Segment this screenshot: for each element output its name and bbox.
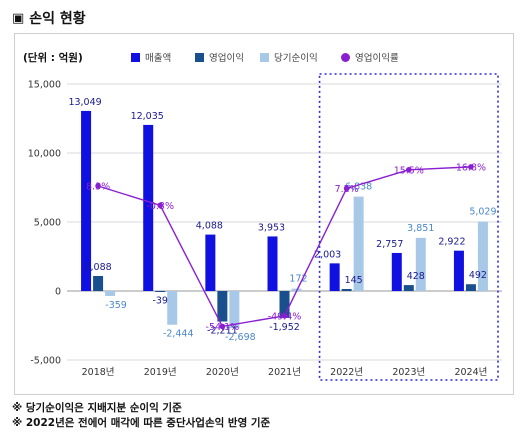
bar [205,234,216,291]
x-tick-label: 2023년 [392,367,425,378]
bar-value-label: -2,698 [225,332,256,343]
margin-point [157,202,164,209]
bar-value-label: -1,952 [269,322,300,333]
bar [341,288,352,291]
y-tick-label: 15,000 [28,80,61,91]
bar [353,196,364,291]
margin-value-label: 7.2% [335,184,359,195]
bar-value-label: 6,838 [345,182,372,193]
square-marker-icon: ▣ [12,10,25,26]
bar-value-label: 3,851 [407,223,434,234]
margin-point [95,183,101,189]
profit-loss-chart: 15,000 10,000 5,000 0 -5,000 2018년 2019년 2020년 2… [23,51,502,381]
bar-value-label: -39 [152,296,168,307]
bar [81,110,92,291]
bar [167,291,178,325]
margin-value-label: 8.3% [86,182,110,193]
x-tick-label: 2020년 [206,367,239,378]
bar-value-label: 5,029 [469,207,496,218]
legend-label: 당기순이익 [274,52,318,64]
bar [391,252,402,291]
legend-label: 영업이익률 [355,52,399,64]
legend-swatch [341,53,350,62]
bar [279,291,290,318]
bar [453,250,464,291]
chart-panel: 15,000 10,000 5,000 0 -5,000 2018년 2019년 2020년 2… [14,33,514,395]
bar [329,263,340,291]
bar-value-label: 172 [289,274,307,285]
x-tick-label: 2019년 [144,367,177,378]
bar [93,275,104,291]
bar-value-label: 13,049 [68,97,101,108]
bar [143,124,154,292]
bar-value-label: 145 [345,275,363,286]
y-tick-label: -5,000 [30,356,61,367]
footnote-net-income: ※ 당기순이익은 지배지분 순이익 기준 [12,402,182,414]
x-tick-label: 2021년 [268,367,301,378]
bar [217,291,228,322]
bar-value-label: 12,035 [131,111,164,122]
bar [267,236,278,291]
legend-swatch [195,53,204,62]
bar-value-label: 492 [469,270,487,281]
margin-value-label: -0.3% [146,201,174,212]
legend-swatch [131,53,140,62]
x-tick-label: 2022년 [330,367,363,378]
margin-value-label: -49.4% [268,311,302,322]
margin-value-label: 16.8% [456,162,486,173]
bar [229,291,240,329]
bar [403,285,414,291]
legend-label: 영업이익 [209,52,244,64]
legend-label: 매출액 [145,52,171,64]
x-tick-label: 2024년 [454,367,487,378]
bar [105,291,116,296]
bar-value-label: 428 [407,271,425,282]
unit-label: (단위 : 억원) [23,51,83,64]
bar [415,237,426,291]
bar-value-label: 4,088 [196,221,223,232]
bar [155,291,166,292]
margin-value-label: -54.1% [206,322,240,333]
margin-value-label: 15.5% [394,165,424,176]
bar-value-label: -359 [105,300,127,311]
bar-value-label: 2,922 [438,237,465,248]
bar [465,284,476,291]
margin-point [281,313,288,319]
section-title: 손익 현황 [29,11,86,27]
section-heading: ▣ 손익 현황 [12,8,86,28]
margin-point [405,167,412,173]
y-tick-label: 5,000 [34,218,61,229]
margin-point [219,323,226,330]
highlight-box [318,73,499,381]
bar-value-label: 2,757 [376,239,403,250]
y-tick-label: 0 [55,287,61,298]
bar-value-label: 3,953 [258,222,285,233]
margin-point [343,185,350,192]
bar [477,221,488,291]
margin-point [468,164,474,170]
footnote-discontinued-ops: ※ 2022년은 전에어 매각에 따른 중단사업손익 반영 기준 [12,417,271,429]
x-tick-label: 2018년 [82,367,115,378]
bar-value-label: 2,003 [314,249,341,260]
bar-value-label: -2,211 [207,326,238,337]
bar-value-label: 1,088 [84,262,111,273]
y-tick-label: 10,000 [28,149,61,160]
legend-swatch [260,53,269,62]
bar-value-label: -2,444 [163,329,194,340]
